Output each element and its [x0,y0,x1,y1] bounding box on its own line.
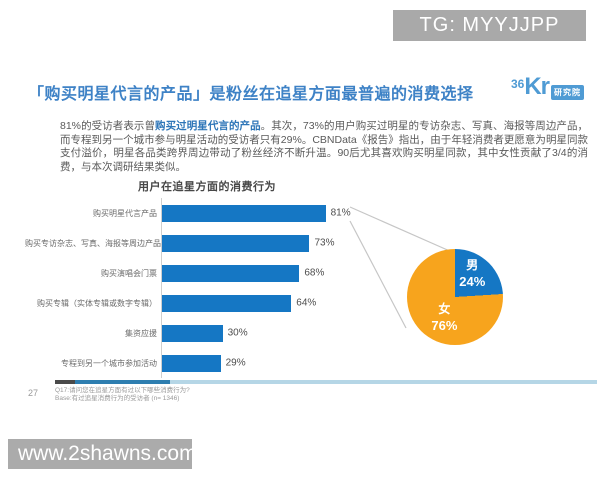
bar-value-label: 68% [304,267,325,279]
bar-category-label: 购买明星代言产品 [93,208,157,218]
bar-fill [162,204,326,222]
bar-track: 73% [161,228,385,258]
logo-research-badge: 研究院 [551,85,584,100]
bar-value-label: 30% [227,327,248,339]
paragraph-text-post: 。其次，73%的用户购买过明星的专访杂志、写真、海报等周边产品，而专程到另一个城… [60,120,589,173]
bar-value-label: 64% [296,297,317,309]
footer-progress-bar [55,380,597,384]
progress-segment-blue [75,380,170,384]
bar-value-label: 81% [330,207,351,219]
footnote-question: Q17:请问您在追星方面有过以下哪些消费行为? [55,387,190,394]
bar-row: 购买演唱会门票 68% [25,258,385,288]
bar-track: 29% [161,348,385,378]
36kr-logo: 36 Kr 研究院 [510,73,584,100]
bar-fill [162,264,300,282]
logo-kr: Kr [524,73,550,100]
gender-pie-chart: 男 24% 女 76% [407,249,503,345]
telegram-watermark: TG: MYYJJPP [393,10,586,41]
pie-female-name: 女 [438,301,451,316]
progress-segment-dark [55,380,75,384]
bar-category-label: 集资应援 [125,328,157,338]
pie-male-name: 男 [466,257,479,272]
pie-male-value: 24% [459,273,486,289]
bar-row: 专程到另一个城市参加活动 29% [25,348,385,378]
site-watermark: www.2shawns.com [8,439,197,469]
bar-category-label: 购买专辑（实体专辑或数字专辑） [37,298,157,308]
paragraph-highlight: 购买过明星代言的产品 [155,120,261,132]
page-number: 27 [28,388,39,398]
bar-fill [162,294,292,312]
logo-36: 36 [510,77,525,91]
bar-row: 购买明星代言产品 81% [25,198,385,228]
pie-female-value: 76% [431,317,458,333]
page-title: 「购买明星代言的产品」是粉丝在追星方面最普遍的消费选择 [28,86,474,103]
progress-segment-light [170,380,597,384]
bar-value-label: 73% [314,237,335,249]
bar-track: 64% [161,288,385,318]
bar-track: 68% [161,258,385,288]
source-footnote: Q17:请问您在追星方面有过以下哪些消费行为? Base:有过追星消费行为的受访… [55,387,190,403]
bar-track: 81% [161,198,385,228]
bar-fill [162,324,223,342]
bar-value-label: 29% [225,357,246,369]
bar-row: 集资应援 30% [25,318,385,348]
bar-row: 购买专辑（实体专辑或数字专辑） 64% [25,288,385,318]
footnote-base: Base:有过追星消费行为的受访者 (n= 1346) [55,395,180,402]
bar-category-label: 专程到另一个城市参加活动 [61,358,157,368]
bar-category-label: 购买专访杂志、写真、海报等周边产品 [25,238,161,248]
bar-chart: 购买明星代言产品 81% 购买专访杂志、写真、海报等周边产品 73% 购买演唱会门票 68… [25,198,385,378]
bar-track: 30% [161,318,385,348]
pie-label-female: 女 76% [431,302,457,334]
bar-category-label: 购买演唱会门票 [101,268,157,278]
paragraph-text-pre: 81%的受访者表示曾 [60,120,156,132]
bar-fill [162,354,221,372]
chart-title: 用户在追星方面的消费行为 [138,181,276,193]
bar-fill [162,234,310,252]
bar-row: 购买专访杂志、写真、海报等周边产品 73% [25,228,385,258]
pie-label-male: 男 24% [459,258,485,290]
intro-paragraph: 81%的受访者表示曾购买过明星代言的产品。其次，73%的用户购买过明星的专访杂志… [60,120,588,174]
